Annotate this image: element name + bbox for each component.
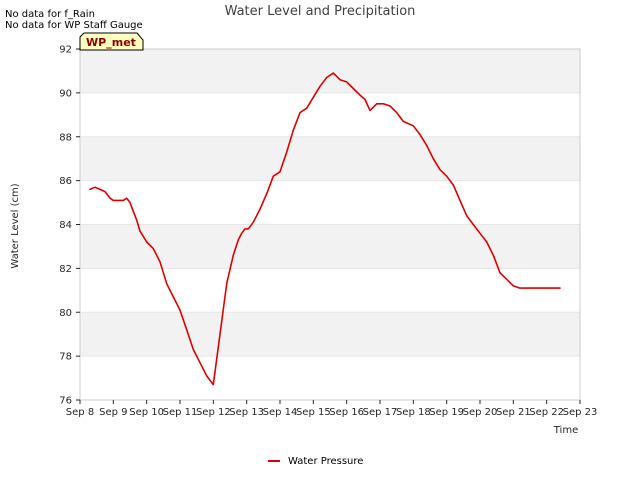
x-tick-label: Sep 21 (496, 407, 531, 418)
x-tick-label: Sep 22 (529, 407, 564, 418)
y-tick-label: 82 (59, 264, 72, 275)
y-tick-label: 90 (59, 88, 72, 99)
y-tick-label: 92 (59, 45, 72, 56)
x-tick-label: Sep 20 (463, 407, 498, 418)
grid-band (80, 49, 580, 93)
x-tick-label: Sep 12 (196, 407, 231, 418)
y-tick-label: 84 (59, 220, 72, 231)
x-tick-label: Sep 9 (99, 407, 127, 418)
y-tick-label: 80 (59, 308, 72, 319)
x-tick-label: Sep 19 (429, 407, 464, 418)
y-axis-label: Water Level (cm) (10, 183, 21, 268)
x-tick-label: Sep 15 (296, 407, 331, 418)
grid-band (80, 180, 580, 225)
grid-band (80, 268, 580, 313)
y-tick-label: 86 (59, 176, 72, 187)
station-badge: WP_met (79, 32, 144, 51)
x-tick-label: Sep 11 (163, 407, 198, 418)
x-tick-label: Sep 14 (263, 407, 298, 418)
grid-band (80, 312, 580, 357)
badge-shape (79, 32, 144, 51)
x-tick-label: Sep 16 (329, 407, 364, 418)
grid-band (80, 92, 580, 137)
grid-band (80, 356, 580, 400)
series-line-water-pressure (89, 72, 561, 386)
grid-band (80, 136, 580, 181)
y-tick-label: 76 (59, 396, 72, 407)
legend: Water Pressure (268, 456, 363, 467)
legend-label-water-pressure: Water Pressure (288, 456, 363, 467)
x-tick-label: Sep 17 (363, 407, 398, 418)
chart-title: Water Level and Precipitation (225, 4, 416, 19)
x-axis-label: Time (553, 425, 578, 436)
x-tick-label: Sep 8 (66, 407, 94, 418)
x-tick-label: Sep 10 (129, 407, 164, 418)
x-tick-label: Sep 23 (563, 407, 598, 418)
y-tick-label: 78 (59, 352, 72, 363)
no-data-note-rain: No data for f_Rain (5, 9, 95, 20)
badge-label: WP_met (86, 36, 136, 49)
no-data-note-staff-gauge: No data for WP Staff Gauge (5, 20, 143, 31)
grid-band (80, 224, 580, 269)
y-tick-label: 88 (59, 132, 72, 143)
x-tick-label: Sep 18 (396, 407, 431, 418)
x-tick-label: Sep 13 (229, 407, 264, 418)
